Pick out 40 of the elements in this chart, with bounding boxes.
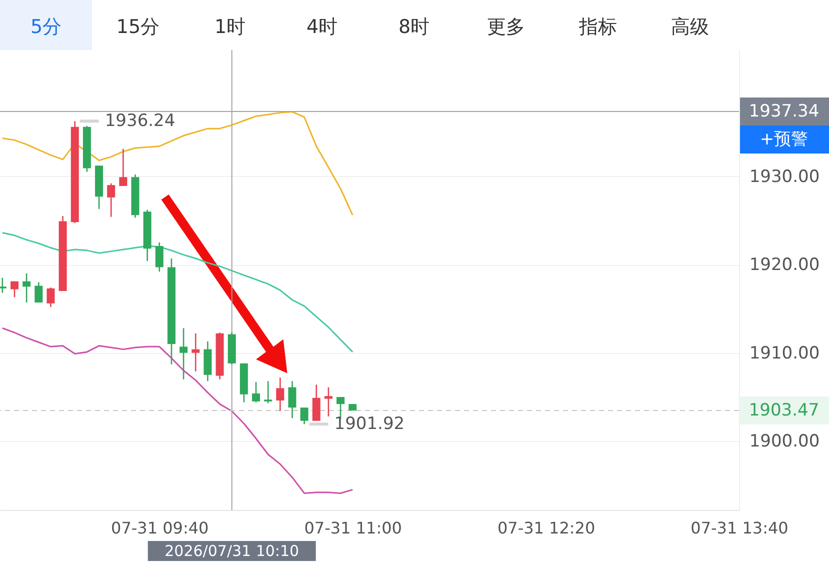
text: 1时 — [214, 16, 246, 38]
line-series — [2, 232, 354, 353]
y-tick-label: 1910.00 — [749, 343, 820, 364]
x-tick-label: 07-31 13:40 — [690, 518, 788, 538]
text: 4时 — [306, 16, 338, 38]
candlestick — [300, 406, 308, 425]
candlestick — [252, 381, 260, 403]
annotation: 1901.92 — [334, 414, 405, 434]
candlestick — [192, 332, 200, 372]
text: 指标 — [578, 16, 617, 38]
candlestick — [264, 380, 272, 404]
y-tick-label: 1920.00 — [749, 255, 820, 276]
text: 8时 — [398, 16, 430, 38]
text: 5分 — [30, 16, 62, 38]
candlestick — [34, 282, 43, 304]
candlestick — [324, 386, 332, 418]
candlestick — [22, 272, 31, 304]
candlestick — [107, 182, 116, 218]
text: 高级 — [671, 16, 709, 38]
ref-line-label: 1903.47 — [748, 400, 820, 420]
annotation: 1936.24 — [104, 111, 176, 132]
text: 15分 — [116, 16, 160, 38]
ref-line-label: 1937.34 — [748, 101, 820, 122]
line-series — [2, 111, 354, 216]
candlestick — [119, 148, 128, 187]
candlestick — [10, 280, 18, 298]
ref-line-label: 2026/07/31 10:10 — [164, 542, 300, 560]
candlestick — [312, 384, 320, 422]
candlestick — [288, 380, 296, 419]
x-tick-label: 07-31 11:00 — [304, 518, 402, 538]
x-tick-label: 07-31 09:40 — [111, 518, 209, 538]
text: +预警 — [760, 129, 808, 150]
candlestick — [180, 327, 188, 380]
text: 更多 — [487, 16, 525, 38]
y-tick-label: 1930.00 — [749, 166, 820, 187]
x-tick-label: 07-31 12:20 — [497, 518, 596, 538]
candlestick — [155, 242, 164, 272]
y-tick-label: 1900.00 — [749, 432, 820, 452]
candlestick — [276, 376, 284, 412]
candlestick — [46, 286, 55, 308]
